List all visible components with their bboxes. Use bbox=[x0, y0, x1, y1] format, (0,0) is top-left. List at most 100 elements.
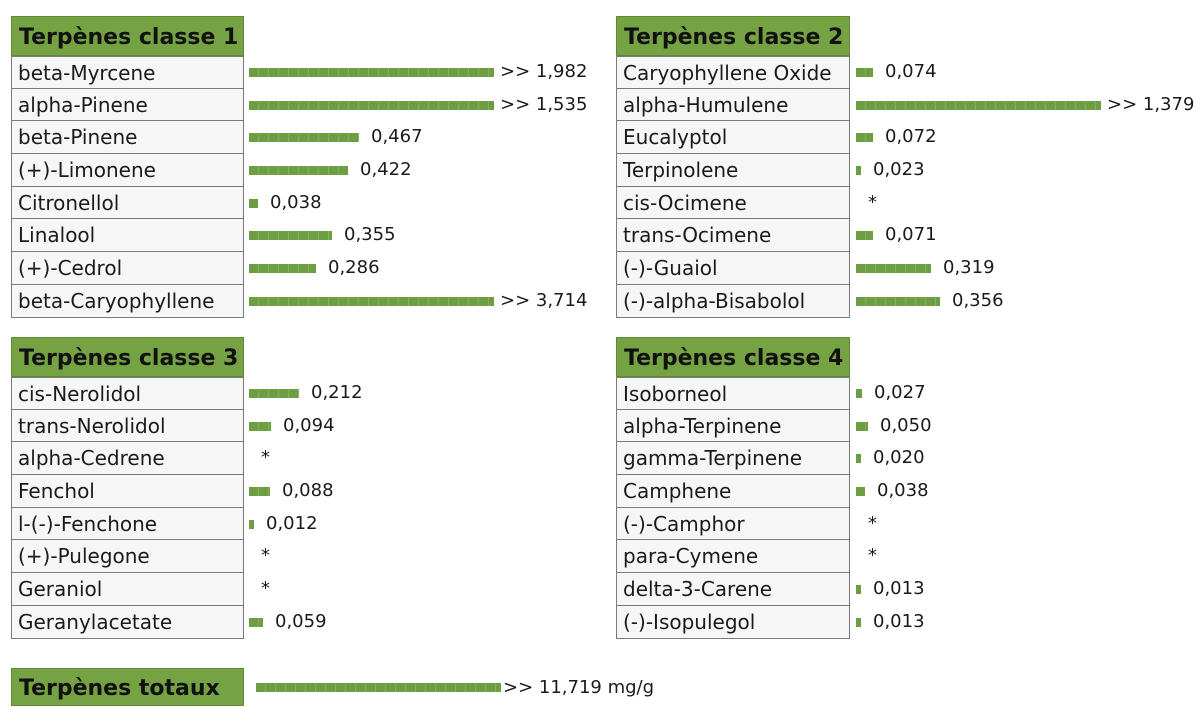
table-row: (+)-Cedrol 0,286 bbox=[11, 252, 380, 285]
table-row: beta-Pinene 0,467 bbox=[11, 121, 423, 155]
table-row: gamma-Terpinene 0,020 bbox=[616, 442, 925, 476]
category-label: Caryophyllene Oxide bbox=[616, 56, 850, 89]
table-row: (-)-Guaiol 0,319 bbox=[616, 252, 995, 285]
bar bbox=[856, 617, 861, 627]
category-label: alpha-Cedrene bbox=[11, 442, 244, 476]
table-row: Camphene 0,038 bbox=[616, 475, 929, 508]
total-title: Terpènes totaux bbox=[11, 668, 244, 706]
bar bbox=[249, 487, 270, 497]
category-label: (-)-Camphor bbox=[616, 507, 850, 541]
bar bbox=[249, 264, 316, 274]
data-label: 0,023 bbox=[873, 159, 925, 181]
category-label: Fenchol bbox=[11, 475, 244, 508]
table-row: Citronellol 0,038 bbox=[11, 186, 322, 220]
data-label: 0,094 bbox=[283, 414, 335, 436]
category-label: Isoborneol bbox=[616, 377, 850, 410]
table-row: cis-Ocimene * bbox=[616, 186, 877, 220]
table-row: Linalool 0,355 bbox=[11, 219, 396, 253]
bar bbox=[856, 421, 868, 431]
table-row: Geraniol * bbox=[11, 573, 270, 606]
category-label: beta-Caryophyllene bbox=[11, 284, 244, 318]
data-label: 0,013 bbox=[873, 610, 925, 632]
category-label: (-)-Guaiol bbox=[616, 252, 850, 285]
table-row: l-(-)-Fenchone 0,012 bbox=[11, 507, 318, 541]
panel-title: Terpènes classe 4 bbox=[616, 337, 850, 377]
data-label: * bbox=[868, 191, 877, 213]
data-label: 0,088 bbox=[282, 480, 334, 502]
data-label: 0,012 bbox=[266, 512, 318, 534]
table-row: (-)-Isopulegol 0,013 bbox=[616, 605, 925, 639]
data-label: 0,467 bbox=[371, 126, 423, 148]
category-label: (+)-Limonene bbox=[11, 154, 244, 187]
bar bbox=[856, 389, 862, 398]
category-label: Citronellol bbox=[11, 186, 244, 220]
bar bbox=[856, 585, 861, 595]
table-row: Geranylacetate 0,059 bbox=[11, 605, 327, 639]
category-label: Geraniol bbox=[11, 573, 244, 606]
panel-title: Terpènes classe 3 bbox=[11, 337, 244, 377]
bar bbox=[856, 454, 861, 464]
category-label: gamma-Terpinene bbox=[616, 442, 850, 476]
data-label: >> 1,535 bbox=[500, 93, 588, 115]
table-row: cis-Nerolidol 0,212 bbox=[11, 377, 363, 410]
category-label: cis-Nerolidol bbox=[11, 377, 244, 410]
total-bar bbox=[256, 683, 501, 692]
bar bbox=[249, 421, 271, 431]
category-label: beta-Pinene bbox=[11, 121, 244, 155]
data-label: 0,050 bbox=[880, 414, 932, 436]
data-label: 0,319 bbox=[943, 257, 995, 279]
category-label: delta-3-Carene bbox=[616, 573, 850, 606]
table-row: alpha-Pinene >> 1,535 bbox=[11, 88, 587, 122]
data-label: * bbox=[261, 447, 270, 469]
data-label: 0,356 bbox=[952, 289, 1004, 311]
rows: Isoborneol 0,027 alpha-Terpinene 0,050 gamma… bbox=[616, 377, 932, 639]
panel-class-4: Terpènes classe 4 Isoborneol 0,027 alpha-T… bbox=[616, 337, 932, 639]
table-row: (-)-Camphor * bbox=[616, 507, 877, 541]
data-label: 0,286 bbox=[328, 257, 380, 279]
category-label: Geranylacetate bbox=[11, 605, 244, 639]
category-label: trans-Nerolidol bbox=[11, 409, 244, 443]
data-label: 0,020 bbox=[873, 447, 925, 469]
table-row: Eucalyptol 0,072 bbox=[616, 121, 937, 155]
bar bbox=[856, 133, 873, 143]
panel-class-3: Terpènes classe 3 cis-Nerolidol 0,212 tran… bbox=[11, 337, 363, 639]
table-row: beta-Myrcene >> 1,982 bbox=[11, 56, 587, 89]
category-label: (-)-alpha-Bisabolol bbox=[616, 284, 850, 318]
table-row: alpha-Cedrene * bbox=[11, 442, 270, 476]
table-row: trans-Nerolidol 0,094 bbox=[11, 409, 335, 443]
table-row: alpha-Humulene >> 1,379 bbox=[616, 88, 1194, 122]
table-row: Caryophyllene Oxide 0,074 bbox=[616, 56, 937, 89]
bar bbox=[249, 133, 359, 143]
bar bbox=[249, 166, 348, 176]
bar bbox=[856, 231, 873, 241]
category-label: beta-Myrcene bbox=[11, 56, 244, 89]
table-row: Isoborneol 0,027 bbox=[616, 377, 926, 410]
data-label: * bbox=[868, 512, 877, 534]
bar bbox=[249, 100, 494, 110]
category-label: Camphene bbox=[616, 475, 850, 508]
bar bbox=[249, 389, 299, 398]
table-row: Fenchol 0,088 bbox=[11, 475, 334, 508]
category-label: (+)-Pulegone bbox=[11, 540, 244, 574]
rows: beta-Myrcene >> 1,982 alpha-Pinene >> 1,535… bbox=[11, 56, 587, 318]
category-label: Linalool bbox=[11, 219, 244, 253]
table-row: (-)-alpha-Bisabolol 0,356 bbox=[616, 284, 1004, 318]
rows: cis-Nerolidol 0,212 trans-Nerolidol 0,094 al… bbox=[11, 377, 363, 639]
table-row: (+)-Pulegone * bbox=[11, 540, 270, 574]
data-label: >> 1,379 bbox=[1107, 93, 1195, 115]
table-row: para-Cymene * bbox=[616, 540, 877, 574]
data-label: * bbox=[868, 545, 877, 567]
data-label: 0,072 bbox=[885, 126, 937, 148]
data-label: 0,071 bbox=[885, 224, 937, 246]
table-row: trans-Ocimene 0,071 bbox=[616, 219, 937, 253]
bar bbox=[856, 100, 1101, 110]
panel-title: Terpènes classe 2 bbox=[616, 16, 850, 56]
data-label: >> 1,982 bbox=[500, 61, 588, 82]
category-label: alpha-Pinene bbox=[11, 88, 244, 122]
bar bbox=[249, 617, 263, 627]
category-label: alpha-Humulene bbox=[616, 88, 850, 122]
data-label: * bbox=[261, 545, 270, 567]
table-row: delta-3-Carene 0,013 bbox=[616, 573, 925, 606]
panel-class-2: Terpènes classe 2 Caryophyllene Oxide 0,0… bbox=[616, 16, 1194, 318]
table-row: beta-Caryophyllene >> 3,714 bbox=[11, 284, 587, 318]
